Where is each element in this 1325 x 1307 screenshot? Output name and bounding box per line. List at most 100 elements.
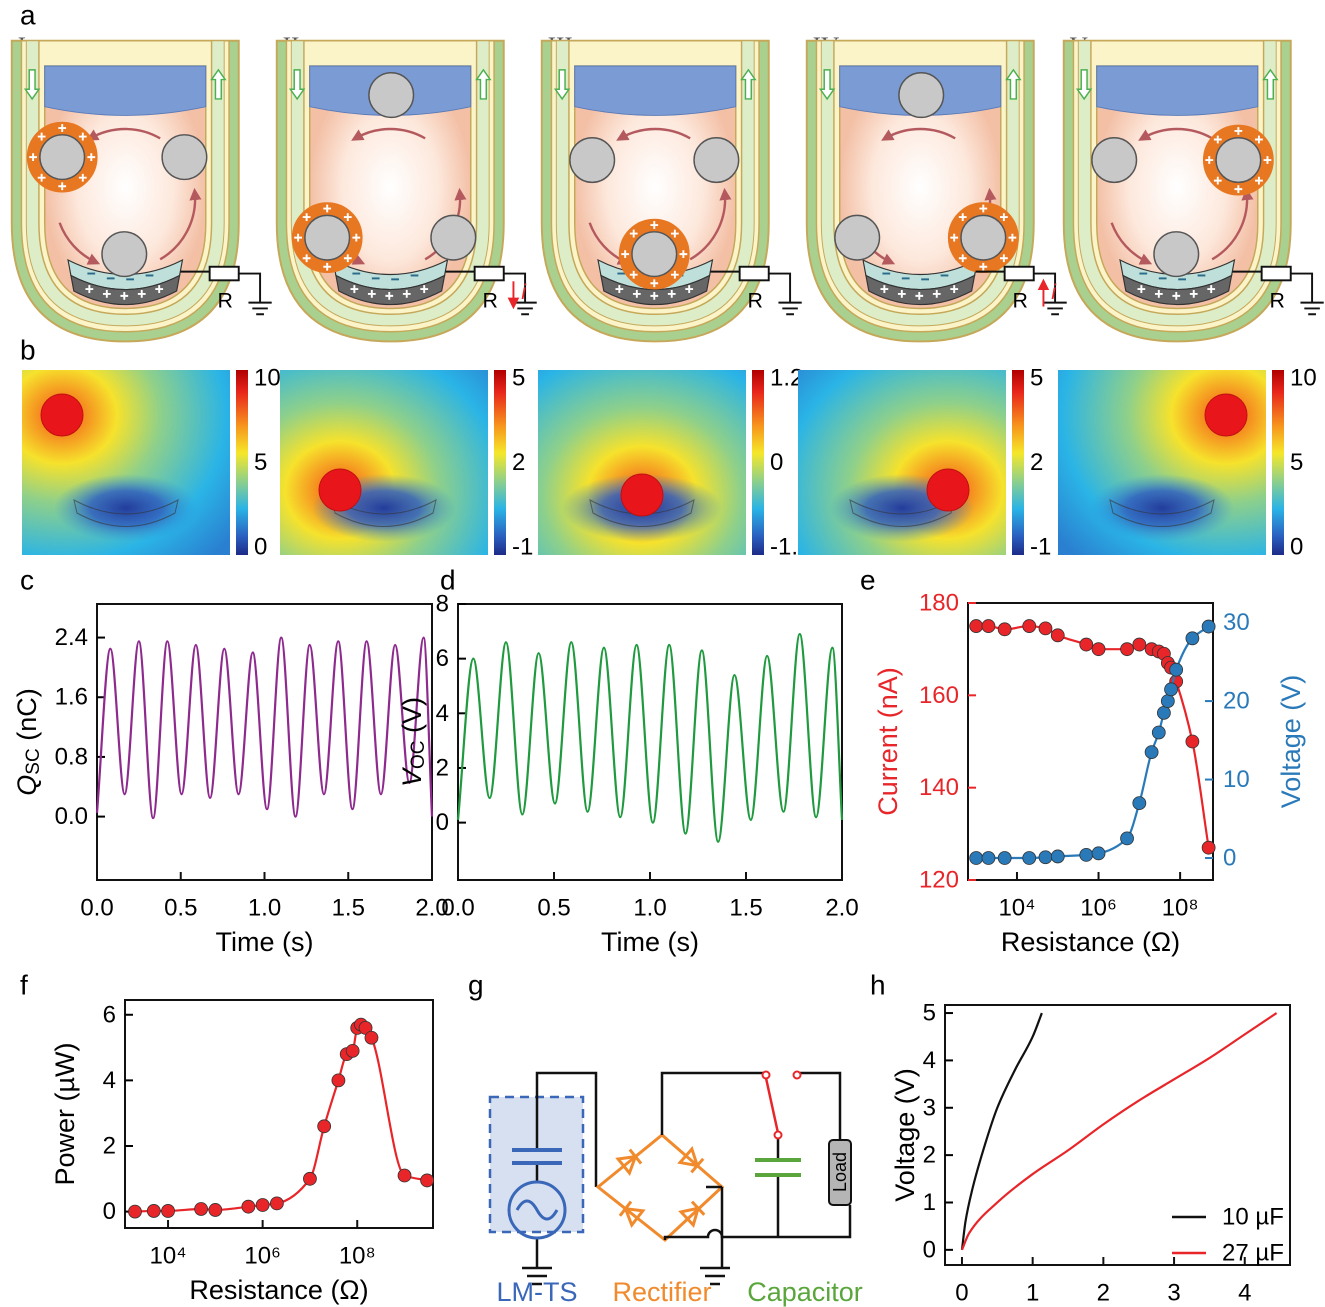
- capacitor-label: Capacitor: [747, 1277, 863, 1307]
- plus-sign: [958, 213, 967, 221]
- plus-sign: [1172, 291, 1181, 300]
- plus-sign: [1213, 135, 1222, 144]
- x-tick-label: 4: [1238, 1280, 1251, 1307]
- ball: [368, 72, 415, 119]
- resistor-label: R: [747, 289, 762, 313]
- liquid: [574, 65, 737, 116]
- rotation-arrow: [351, 127, 426, 141]
- y-tick-label: 140: [919, 774, 959, 801]
- current-label: i: [1051, 280, 1057, 304]
- data-point: [1164, 682, 1178, 697]
- plus-sign: [650, 221, 659, 229]
- data-point: [1091, 846, 1106, 861]
- x-tick-label: 1.0: [633, 895, 666, 922]
- y-tick-label: 160: [919, 682, 959, 709]
- panel-label: e: [860, 565, 876, 596]
- y2-axis-label: Voltage (V): [1276, 675, 1306, 809]
- cavity: [1096, 65, 1259, 310]
- data-point: [981, 619, 996, 633]
- charged-ball: [620, 473, 664, 517]
- ball: [39, 134, 86, 181]
- colorbar-label: 10: [1290, 365, 1317, 392]
- data-point: [161, 1204, 175, 1218]
- y-tick-label: 4: [923, 1047, 936, 1074]
- plus-sign: [1189, 290, 1198, 298]
- plus-sign: [78, 173, 87, 182]
- series-line: [960, 1012, 1278, 1251]
- y-axis-label-part: V: [397, 766, 427, 787]
- cavity: [44, 65, 207, 310]
- diode: [677, 1145, 705, 1174]
- plus-sign: [352, 233, 361, 242]
- colorbar: [494, 370, 506, 555]
- y-axis-label: VOC (V): [397, 697, 429, 787]
- y2-tick-label: 10: [1223, 766, 1250, 793]
- plot-frame: [124, 999, 434, 1229]
- colorbar-label: 5: [1030, 365, 1043, 392]
- data-point: [1132, 637, 1147, 652]
- y-tick-label: 1: [923, 1189, 936, 1216]
- x-tick-label: 10⁶: [1080, 895, 1117, 922]
- plus-sign: [615, 285, 624, 293]
- data-point: [1144, 745, 1159, 759]
- current-label: i: [521, 280, 527, 304]
- data-point: [303, 1171, 317, 1186]
- data-point: [208, 1203, 223, 1217]
- rotation-arrow: [1110, 222, 1153, 265]
- plus-sign: [650, 291, 659, 300]
- ground: [513, 301, 537, 316]
- ground: [1300, 301, 1324, 316]
- plus-sign: [1008, 233, 1017, 242]
- flow-arrow: [288, 69, 306, 101]
- colorbar-label: 5: [512, 365, 525, 392]
- plus-sign: [155, 285, 164, 293]
- plus-sign: [302, 213, 311, 221]
- plus-sign: [932, 290, 941, 298]
- data-point: [397, 1168, 412, 1183]
- electrode: [335, 274, 446, 306]
- resistor: [208, 265, 240, 282]
- series-line: [456, 632, 844, 843]
- y-tick-label: 0: [436, 809, 449, 836]
- plus-sign: [950, 233, 959, 242]
- y-tick-label: 0: [103, 1198, 116, 1225]
- x-tick-label: 0: [955, 1280, 968, 1307]
- data-point: [981, 851, 996, 865]
- plus-sign: [880, 285, 889, 293]
- plus-sign: [679, 250, 688, 259]
- x-tick-label: 1.5: [729, 895, 762, 922]
- ball: [1215, 137, 1262, 184]
- series-line: [134, 1023, 428, 1213]
- data-point: [969, 851, 984, 865]
- plus-sign: [1255, 135, 1263, 144]
- y-tick-label: 6: [436, 645, 449, 672]
- y-tick-label: 2: [923, 1142, 936, 1169]
- y-tick-label: 2: [103, 1132, 116, 1159]
- data-point: [1151, 725, 1166, 740]
- charged-ball: [1204, 393, 1248, 437]
- plus-sign: [670, 270, 679, 279]
- x-tick-label: 1.5: [332, 895, 365, 922]
- data-point: [1201, 840, 1216, 855]
- data-point: [345, 1043, 360, 1058]
- ball: [960, 214, 1007, 261]
- colorbar-label: 2: [1030, 449, 1043, 476]
- data-point: [1120, 831, 1134, 846]
- y-axis-label: Voltage (V): [890, 1068, 920, 1202]
- data-point: [1156, 705, 1171, 720]
- field-low: [54, 474, 198, 542]
- electrode-outline: [1109, 499, 1215, 527]
- plus-sign: [137, 290, 146, 298]
- plus-sign: [1213, 176, 1222, 185]
- circuit: Load LM-TS Rectifier Capacitor: [488, 1070, 863, 1307]
- plus-sign: [302, 254, 311, 263]
- ball: [898, 72, 945, 119]
- colorbar: [1272, 370, 1284, 555]
- data-point: [1169, 662, 1184, 677]
- plus-sign: [37, 132, 46, 141]
- rotation-arrow: [86, 127, 161, 141]
- colorbar-label: 5: [1290, 449, 1303, 476]
- flow-arrow: [475, 68, 492, 100]
- plus-sign: [621, 250, 630, 259]
- plus-sign: [1234, 127, 1243, 135]
